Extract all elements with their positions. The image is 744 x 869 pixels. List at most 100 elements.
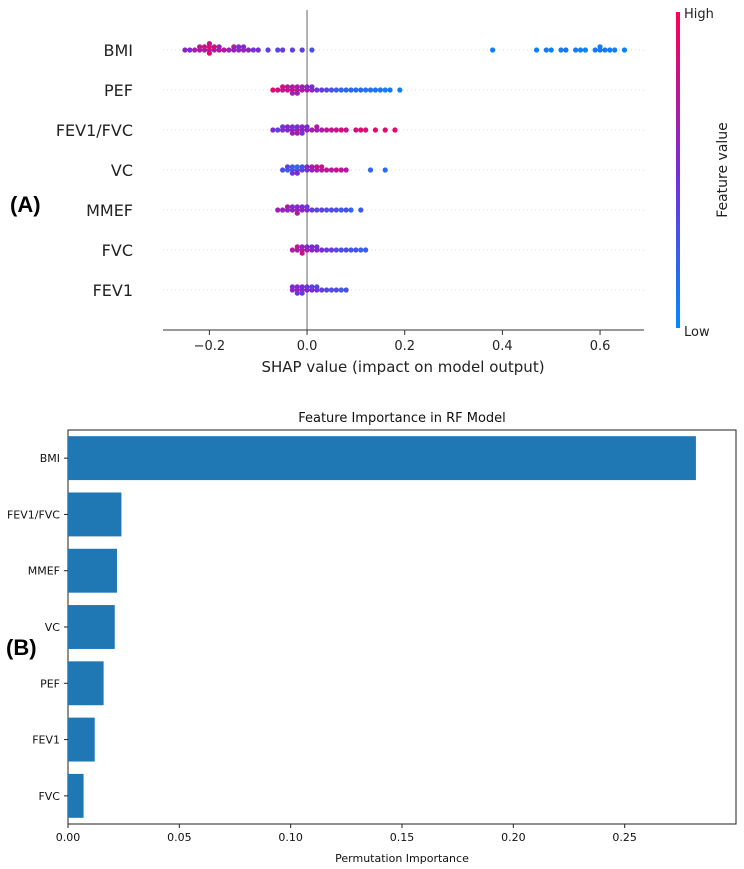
shap-point — [358, 247, 364, 253]
shap-point — [206, 50, 212, 56]
colorbar-high-label: High — [684, 7, 714, 22]
shap-point — [367, 167, 374, 173]
shap-point — [607, 47, 613, 53]
shap-point — [323, 247, 330, 253]
shap-feature-label: BMI — [104, 41, 134, 60]
shap-point — [314, 164, 320, 170]
shap-point — [397, 87, 403, 93]
shap-point — [392, 127, 398, 133]
shap-x-tick-label: −0.2 — [194, 339, 226, 354]
shap-point — [338, 127, 344, 133]
shap-point — [304, 204, 310, 210]
shap-point — [343, 87, 349, 93]
shap-x-tick-label: 0.0 — [297, 339, 318, 354]
shap-point — [289, 247, 296, 253]
colorbar — [676, 12, 680, 328]
shap-point — [299, 124, 305, 130]
shap-point — [309, 164, 315, 170]
shap-point — [240, 44, 247, 50]
shap-point — [250, 47, 256, 53]
shap-point — [548, 47, 554, 53]
shap-point — [372, 127, 379, 133]
shap-point — [543, 47, 549, 53]
shap-point — [343, 207, 349, 213]
shap-point — [197, 44, 203, 50]
shap-point — [353, 87, 359, 93]
shap-feature-label: PEF — [104, 81, 133, 100]
shap-point — [201, 44, 208, 50]
shap-point — [319, 287, 325, 293]
shap-point — [338, 247, 344, 253]
shap-point — [602, 47, 608, 53]
colorbar-low-label: Low — [684, 325, 710, 340]
shap-point — [275, 207, 281, 213]
shap-point — [309, 47, 315, 53]
shap-point — [333, 87, 339, 93]
importance-bar — [68, 436, 696, 481]
shap-point — [573, 47, 579, 53]
shap-x-tick-label: 0.2 — [394, 339, 415, 354]
shap-point — [294, 290, 300, 296]
shap-point — [270, 87, 276, 93]
shap-point — [231, 44, 237, 50]
importance-bar — [68, 773, 84, 818]
shap-point — [353, 127, 359, 133]
shap-x-axis-label: SHAP value (impact on model output) — [261, 358, 544, 376]
importance-bar — [68, 717, 95, 762]
shap-point — [289, 204, 296, 210]
shap-point — [304, 164, 310, 170]
shap-feature-label: FEV1 — [93, 281, 133, 300]
shap-point — [338, 287, 344, 293]
shap-point — [314, 87, 320, 93]
panel-label-a: (A) — [10, 192, 41, 217]
shap-point — [372, 87, 379, 93]
shap-point — [294, 130, 300, 136]
shap-point — [612, 47, 618, 53]
shap-point — [309, 127, 315, 133]
shap-point — [289, 284, 296, 290]
shap-point — [314, 244, 320, 250]
shap-point — [304, 84, 310, 90]
shap-point — [309, 84, 315, 90]
importance-plot-frame — [67, 429, 737, 825]
shap-point — [289, 47, 296, 53]
shap-point — [338, 87, 344, 93]
shap-point — [597, 44, 603, 50]
shap-point — [294, 284, 300, 290]
shap-point — [187, 47, 193, 53]
shap-point — [563, 47, 569, 53]
shap-point — [363, 87, 369, 93]
shap-point — [533, 47, 540, 53]
shap-point — [328, 247, 335, 253]
shap-point — [280, 207, 286, 213]
shap-point — [323, 127, 330, 133]
shap-point — [275, 87, 281, 93]
shap-point — [348, 87, 354, 93]
shap-feature-label: FVC — [102, 241, 133, 260]
shap-point — [280, 124, 286, 130]
shap-point — [182, 47, 188, 53]
shap-point — [333, 167, 339, 173]
importance-x-axis-label: Permutation Importance — [335, 852, 469, 865]
importance-category-label: FVC — [38, 790, 60, 803]
shap-point — [192, 47, 198, 53]
shap-point — [367, 87, 374, 93]
shap-point — [333, 287, 339, 293]
shap-point — [328, 87, 335, 93]
importance-category-label: PEF — [40, 677, 60, 690]
shap-point — [255, 47, 261, 53]
shap-point — [358, 207, 364, 213]
shap-point — [343, 127, 349, 133]
shap-x-tick-label: 0.6 — [590, 339, 611, 354]
importance-category-label: FEV1 — [32, 734, 60, 747]
shap-feature-label: VC — [111, 161, 133, 180]
shap-point — [304, 124, 310, 130]
shap-point — [289, 84, 296, 90]
shap-point — [338, 207, 344, 213]
shap-point — [314, 207, 320, 213]
shap-point — [382, 127, 388, 133]
shap-point — [353, 247, 359, 253]
shap-point — [294, 90, 300, 96]
shap-point — [206, 41, 212, 47]
shap-point — [582, 47, 589, 53]
